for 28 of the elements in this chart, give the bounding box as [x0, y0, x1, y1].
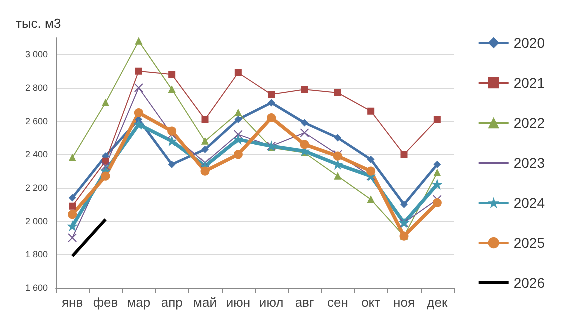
x-tick-label: авг: [295, 295, 314, 310]
y-axis-title: тыс. м3: [16, 16, 62, 31]
y-tick-label: 1 800: [25, 250, 48, 260]
x-tick-label: окт: [362, 295, 381, 310]
y-tick-label: 2 600: [25, 116, 48, 126]
x-tick-label: апр: [161, 295, 183, 310]
x-tick-label: июн: [226, 295, 251, 310]
x-tick-label: янв: [62, 295, 84, 310]
x-tick-label: фев: [93, 295, 118, 310]
x-tick-label: май: [194, 295, 217, 310]
x-tick-label: дек: [427, 295, 448, 310]
y-tick-label: 2 000: [25, 216, 48, 226]
y-tick-label: 2 200: [25, 183, 48, 193]
legend-label: 2021: [514, 75, 546, 91]
legend-label: 2020: [514, 35, 546, 51]
x-tick-label: июл: [259, 295, 284, 310]
y-tick-label: 1 600: [25, 283, 48, 293]
legend-label: 2024: [514, 195, 546, 211]
y-tick-label: 2 800: [25, 83, 48, 93]
x-tick-label: мар: [127, 295, 151, 310]
legend-label: 2023: [514, 155, 546, 171]
y-tick-label: 2 400: [25, 150, 48, 160]
x-tick-label: ноя: [394, 295, 415, 310]
legend-label: 2025: [514, 235, 546, 251]
legend-label: 2026: [514, 275, 546, 291]
x-tick-label: сен: [327, 295, 348, 310]
y-tick-label: 3 000: [25, 50, 48, 60]
legend-label: 2022: [514, 115, 546, 131]
